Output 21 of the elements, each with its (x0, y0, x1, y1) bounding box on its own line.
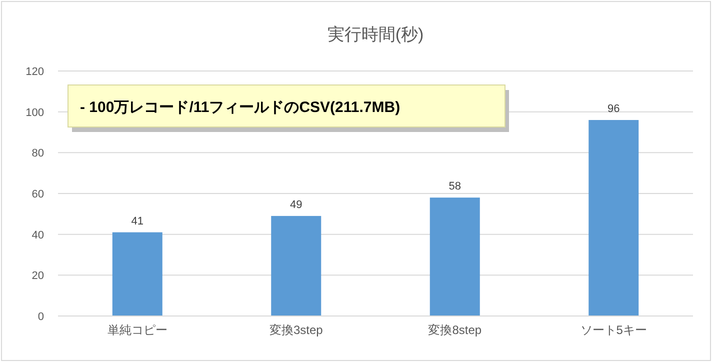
chart-title: 実行時間(秒) (327, 25, 424, 44)
y-tick-label: 60 (32, 188, 44, 200)
data-label: 58 (448, 180, 461, 193)
y-tick-label: 0 (38, 311, 44, 323)
y-tick-label: 80 (32, 148, 44, 160)
x-tick-label: 変換8step (428, 323, 482, 337)
bar (112, 232, 162, 316)
y-tick-label: 20 (32, 270, 44, 282)
x-tick-label: 単純コピー (107, 323, 168, 337)
data-label: 41 (131, 215, 144, 228)
bar (430, 198, 480, 316)
data-label: 49 (290, 198, 302, 211)
x-tick-label: 変換3step (269, 323, 324, 337)
y-tick-label: 100 (26, 106, 44, 119)
bar (588, 120, 639, 316)
annotation: - 100万レコード/11フィールドのCSV(211.7MB) (80, 99, 400, 116)
data-label: 96 (608, 103, 620, 115)
bar (271, 216, 322, 316)
x-tick-label: ソート5キー (580, 323, 647, 337)
y-tick-label: 120 (26, 66, 44, 78)
y-tick-label: 40 (32, 229, 44, 242)
